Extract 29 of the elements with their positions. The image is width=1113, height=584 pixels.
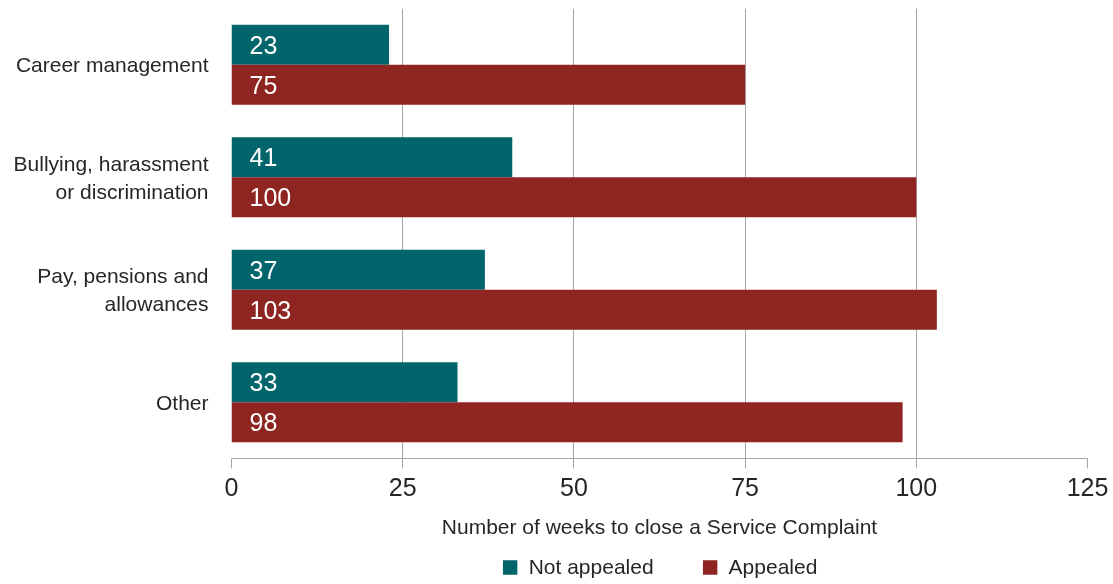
data-label: 37 bbox=[249, 255, 278, 284]
y-tick-label: Pay, pensions and allowances bbox=[37, 264, 209, 316]
bar bbox=[231, 137, 513, 178]
x-tick-label: 125 bbox=[1066, 472, 1109, 501]
bar bbox=[231, 24, 389, 65]
data-label: 23 bbox=[249, 30, 278, 59]
data-label: 75 bbox=[249, 70, 278, 99]
bar bbox=[231, 249, 485, 290]
data-label: 98 bbox=[249, 408, 278, 437]
legend-label: Not appealed bbox=[528, 555, 654, 579]
y-tick-label: Other bbox=[155, 390, 209, 414]
bar bbox=[231, 289, 937, 330]
data-label: 100 bbox=[249, 183, 292, 212]
bar bbox=[231, 64, 746, 105]
x-tick-label: 75 bbox=[731, 472, 760, 501]
x-axis-title: Number of weeks to close a Service Complaint bbox=[441, 514, 878, 538]
bar bbox=[231, 177, 917, 218]
y-tick-label: Career management bbox=[15, 53, 209, 77]
bar bbox=[231, 402, 903, 443]
x-tick-label: 100 bbox=[895, 472, 938, 501]
data-label: 33 bbox=[249, 368, 278, 397]
y-tick-label: Bullying, harassment or discrimination bbox=[13, 151, 209, 203]
data-label: 103 bbox=[249, 295, 292, 324]
x-tick-label: 50 bbox=[560, 472, 588, 501]
x-tick-label: 25 bbox=[388, 472, 417, 501]
data-label: 41 bbox=[249, 143, 278, 172]
legend-label: Appealed bbox=[728, 555, 818, 579]
x-tick-label: 0 bbox=[224, 472, 239, 501]
bar bbox=[231, 362, 458, 403]
